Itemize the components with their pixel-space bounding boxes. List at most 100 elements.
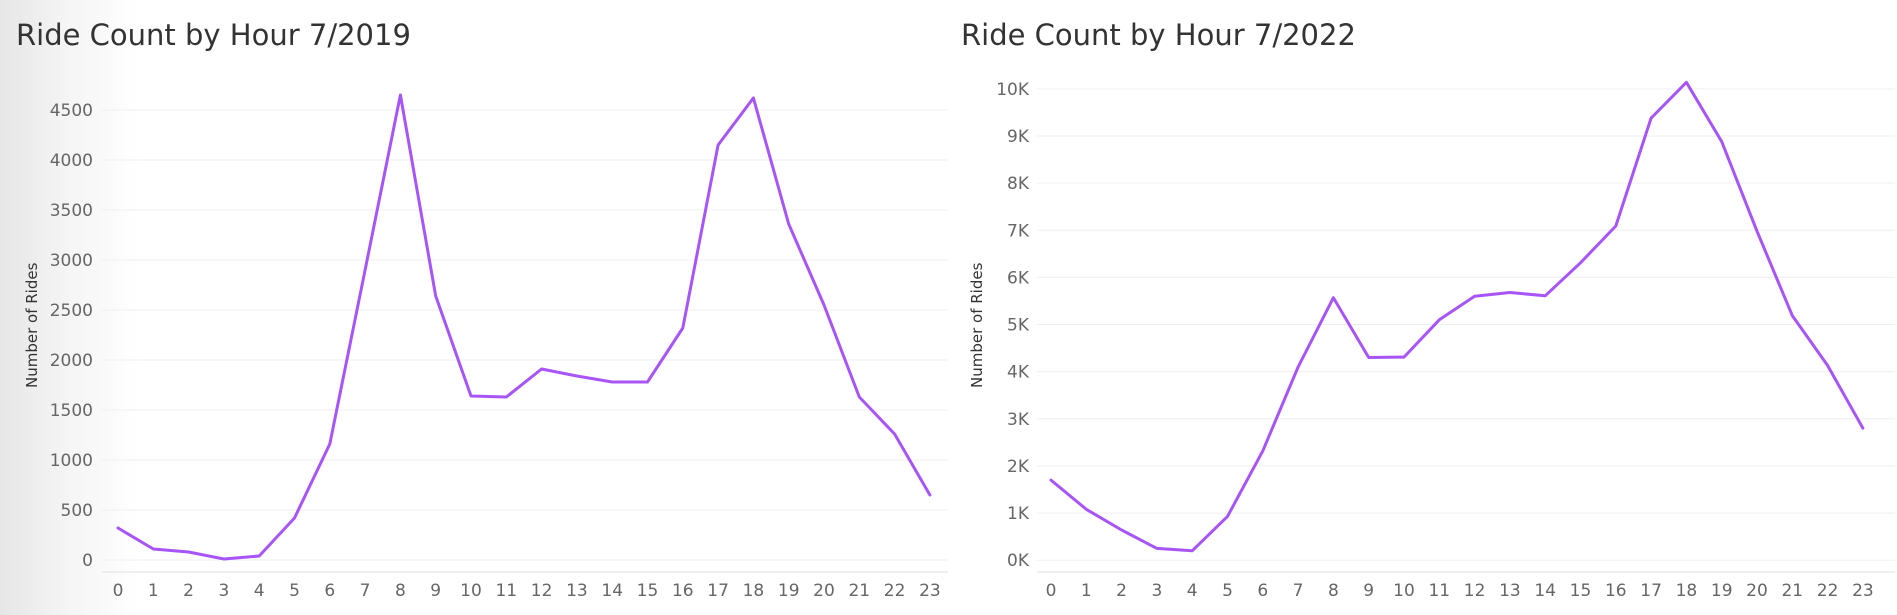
- data-point: [434, 294, 438, 298]
- left-shade: [0, 0, 140, 615]
- y-tick-label: 10K: [996, 80, 1030, 100]
- x-tick-label: 6: [324, 581, 335, 601]
- x-tick-label: 7: [1293, 581, 1304, 601]
- y-tick-label: 8K: [1007, 174, 1030, 194]
- data-point: [363, 268, 367, 272]
- data-point: [928, 493, 932, 497]
- data-point: [681, 326, 685, 330]
- x-tick-label: 7: [360, 581, 371, 601]
- x-tick-label: 18: [1676, 581, 1698, 601]
- y-tick-label: 1500: [50, 401, 93, 421]
- data-point: [575, 374, 579, 378]
- y-tick-label: 2500: [50, 301, 93, 321]
- chart-2019: Ride Count by Hour 7/2019 Number of Ride…: [16, 18, 948, 601]
- x-tick-label: 9: [1363, 581, 1374, 601]
- data-point: [398, 93, 402, 97]
- data-point: [787, 222, 791, 226]
- data-point: [1473, 294, 1477, 298]
- data-point: [1614, 224, 1618, 228]
- x-tick-label: 10: [1393, 581, 1415, 601]
- y-tick-label: 3K: [1007, 410, 1030, 430]
- x-tick-label: 23: [1852, 581, 1874, 601]
- x-tick-label: 1: [148, 581, 159, 601]
- x-tick-label: 5: [289, 581, 300, 601]
- data-point: [1755, 229, 1759, 233]
- chart-title: Ride Count by Hour 7/2019: [16, 18, 411, 52]
- data-point: [540, 367, 544, 371]
- data-point: [1120, 528, 1124, 532]
- x-tick-label: 18: [743, 581, 765, 601]
- x-tick-label: 16: [1605, 581, 1627, 601]
- x-tick-label: 0: [1046, 581, 1057, 601]
- data-point: [151, 547, 155, 551]
- data-point: [1367, 356, 1371, 360]
- x-tick-label: 13: [566, 581, 588, 601]
- y-tick-label: 1000: [50, 451, 93, 471]
- data-point: [222, 557, 226, 561]
- data-point: [1861, 426, 1865, 430]
- data-point: [504, 395, 508, 399]
- x-tick-label: 6: [1257, 581, 1268, 601]
- data-point: [257, 554, 261, 558]
- data-point: [1296, 365, 1300, 369]
- data-point: [1790, 314, 1794, 318]
- x-tick-label: 17: [707, 581, 729, 601]
- y-tick-label: 4K: [1007, 363, 1030, 383]
- x-tick-label: 23: [919, 581, 941, 601]
- data-point: [1226, 514, 1230, 518]
- data-point: [1826, 364, 1830, 368]
- data-point: [469, 394, 473, 398]
- x-tick-label: 21: [1781, 581, 1803, 601]
- x-tick-label: 10: [460, 581, 482, 601]
- series-line: [1049, 80, 1865, 553]
- data-point: [1437, 318, 1441, 322]
- x-tick-label: 14: [1534, 581, 1556, 601]
- y-tick-label: 2K: [1007, 457, 1030, 477]
- x-tick-label: 4: [1187, 581, 1198, 601]
- x-tick-label: 8: [1328, 581, 1339, 601]
- x-tick-label: 19: [778, 581, 800, 601]
- x-tick-label: 20: [1746, 581, 1768, 601]
- data-point: [1508, 290, 1512, 294]
- x-tick-label: 2: [1116, 581, 1127, 601]
- y-tick-label: 9K: [1007, 127, 1030, 147]
- y-tick-label: 500: [61, 501, 93, 521]
- data-point: [646, 380, 650, 384]
- data-point: [1331, 296, 1335, 300]
- x-tick-label: 4: [254, 581, 265, 601]
- x-tick-label: 11: [1428, 581, 1450, 601]
- y-tick-label: 0K: [1007, 551, 1030, 571]
- y-tick-label: 2000: [50, 351, 93, 371]
- x-tick-label: 19: [1711, 581, 1733, 601]
- y-tick-label: 3500: [50, 201, 93, 221]
- x-tick-label: 8: [395, 581, 406, 601]
- y-tick-label: 3000: [50, 251, 93, 271]
- y-tick-label: 6K: [1007, 268, 1030, 288]
- x-tick-label: 21: [848, 581, 870, 601]
- data-point: [116, 526, 120, 530]
- data-point: [1190, 549, 1194, 553]
- y-tick-label: 1K: [1007, 504, 1030, 524]
- x-tick-label: 1: [1081, 581, 1092, 601]
- x-tick-label: 14: [601, 581, 623, 601]
- x-tick-label: 15: [1570, 581, 1592, 601]
- data-point: [1155, 546, 1159, 550]
- data-point: [293, 516, 297, 520]
- x-tick-label: 15: [637, 581, 659, 601]
- data-point: [1720, 140, 1724, 144]
- x-tick-label: 22: [1817, 581, 1839, 601]
- data-point: [1684, 80, 1688, 84]
- x-tick-label: 11: [495, 581, 517, 601]
- data-point: [893, 432, 897, 436]
- data-point: [1049, 478, 1053, 482]
- data-point: [187, 550, 191, 554]
- x-tick-label: 20: [813, 581, 835, 601]
- y-tick-label: 7K: [1007, 221, 1030, 241]
- x-tick-label: 2: [183, 581, 194, 601]
- x-tick-label: 16: [672, 581, 694, 601]
- x-tick-label: 3: [218, 581, 229, 601]
- x-tick-label: 17: [1640, 581, 1662, 601]
- x-tick-label: 3: [1151, 581, 1162, 601]
- x-tick-label: 12: [1464, 581, 1486, 601]
